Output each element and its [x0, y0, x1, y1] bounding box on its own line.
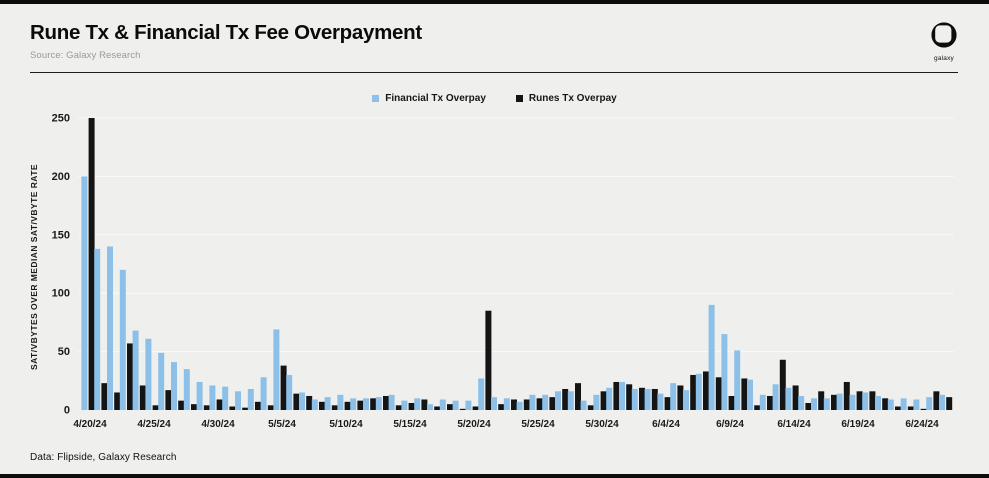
svg-text:4/30/24: 4/30/24 [201, 419, 235, 430]
svg-text:6/14/24: 6/14/24 [777, 419, 811, 430]
svg-text:5/10/24: 5/10/24 [329, 419, 363, 430]
svg-text:5/20/24: 5/20/24 [457, 419, 491, 430]
legend-label-runes: Runes Tx Overpay [528, 93, 617, 104]
svg-text:200: 200 [52, 171, 70, 183]
brand-logo-block: galaxy [924, 21, 964, 62]
svg-text:5/30/24: 5/30/24 [585, 419, 619, 430]
legend-label-financial: Financial Tx Overpay [385, 93, 486, 104]
legend-item-financial: Financial Tx Overpay [372, 93, 486, 104]
svg-text:5/25/24: 5/25/24 [521, 419, 555, 430]
svg-text:100: 100 [52, 288, 70, 300]
svg-text:50: 50 [58, 346, 70, 358]
legend-item-runes: Runes Tx Overpay [515, 93, 617, 104]
svg-text:5/15/24: 5/15/24 [393, 419, 427, 430]
svg-text:0: 0 [64, 405, 70, 417]
source-caption: Source: Galaxy Research [30, 50, 141, 61]
svg-text:4/20/24: 4/20/24 [73, 419, 107, 430]
svg-text:5/5/24: 5/5/24 [268, 419, 296, 430]
svg-text:6/9/24: 6/9/24 [716, 419, 744, 430]
svg-text:6/19/24: 6/19/24 [841, 419, 875, 430]
runes-legend-swatch-icon [515, 95, 523, 102]
chart-legend: Financial Tx Overpay Runes Tx Overpay [0, 93, 989, 104]
top-border [0, 0, 989, 4]
svg-text:6/4/24: 6/4/24 [652, 419, 680, 430]
grouped-bar-chart: 0 50 100 150 200 250 SAT/VBYTES OVER MEDIAN SA… [29, 113, 954, 430]
svg-text:6/24/24: 6/24/24 [905, 419, 939, 430]
header-divider [30, 72, 958, 73]
bottom-border [0, 474, 989, 478]
svg-text:4/25/24: 4/25/24 [137, 419, 171, 430]
galaxy-logo-icon [929, 22, 959, 53]
financial-legend-swatch-icon [372, 95, 380, 102]
brand-label: galaxy [934, 55, 954, 62]
svg-text:150: 150 [52, 229, 70, 241]
data-attribution: Data: Flipside, Galaxy Research [30, 452, 177, 463]
svg-text:SAT/VBYTES OVER MEDIAN SAT/VBY: SAT/VBYTES OVER MEDIAN SAT/VBYTE RATE [29, 164, 39, 370]
svg-text:250: 250 [52, 113, 70, 125]
page-title: Rune Tx & Financial Tx Fee Overpayment [30, 21, 422, 44]
